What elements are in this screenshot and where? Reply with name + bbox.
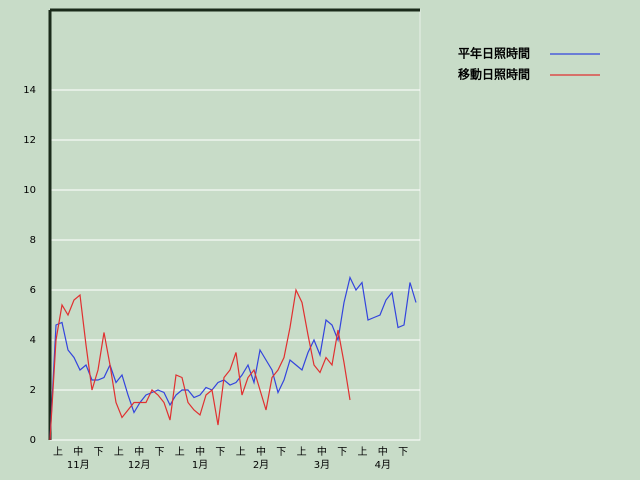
x-tick-label: 中 [134,445,144,458]
x-tick-label: 中 [73,445,83,458]
x-tick-label: 下 [276,447,286,458]
x-tick-label: 上 [236,446,246,458]
x-tick-label: 中 [378,445,388,458]
y-tick-label: 0 [30,435,36,446]
y-tick-label: 12 [23,135,36,146]
legend-label: 移動日照時間 [458,67,530,82]
x-tick-label: 上 [175,446,185,458]
y-tick-label: 4 [30,335,36,346]
month-label: 3月 [314,459,330,471]
y-tick-label: 6 [30,285,36,296]
x-tick-label: 上 [358,446,368,458]
x-tick-label: 中 [256,445,266,458]
x-tick-label: 下 [155,447,165,458]
x-tick-label: 下 [398,447,408,458]
x-tick-label: 中 [195,445,205,458]
y-tick-label: 14 [23,85,36,96]
y-tick-label: 8 [30,235,36,246]
x-tick-label: 上 [114,446,124,458]
series-line [49,275,417,441]
month-label: 2月 [253,459,269,471]
x-tick-label: 中 [317,445,327,458]
month-label: 11月 [67,459,90,471]
x-tick-label: 上 [53,446,63,458]
x-tick-label: 下 [337,447,347,458]
legend-label: 平年日照時間 [458,46,530,61]
x-tick-label: 下 [215,447,225,458]
y-tick-label: 10 [23,185,36,196]
month-label: 4月 [375,459,391,471]
series-line [49,288,351,441]
y-tick-label: 2 [30,385,36,396]
month-label: 1月 [192,459,208,471]
x-tick-label: 下 [94,447,104,458]
x-tick-label: 上 [297,446,307,458]
month-label: 12月 [128,459,151,471]
